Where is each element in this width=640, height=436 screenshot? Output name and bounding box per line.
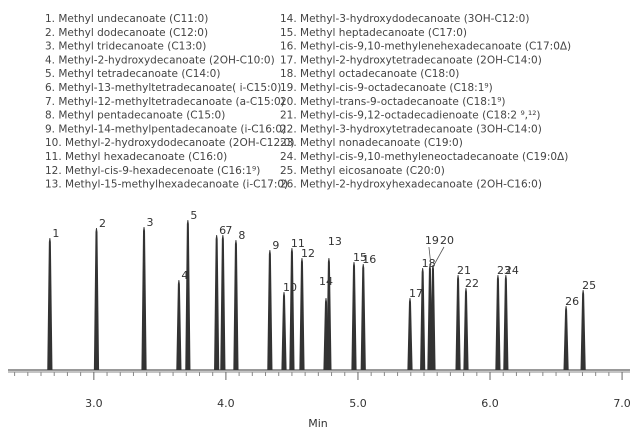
peak-label: 23 [497, 264, 511, 277]
peak-label: 18 [422, 257, 436, 270]
peak [176, 279, 182, 371]
compound-entry: 2. Methyl dodecanoate (C12:0) [45, 27, 208, 39]
peak-label: 9 [272, 239, 279, 252]
peak [299, 257, 305, 371]
compound-entry: 6. Methyl-13-methyltetradecanoate( i-C15… [45, 82, 281, 94]
x-tick-label: 6.0 [481, 397, 499, 410]
compound-entry: 4. Methyl-2-hydroxydecanoate (2OH-C10:0) [45, 54, 275, 66]
peak-label: 12 [301, 247, 315, 260]
peak-label: 3 [147, 216, 154, 229]
compound-entry: 11. Methyl hexadecanoate (C16:0) [45, 151, 227, 163]
peak [563, 305, 569, 371]
leader-line [433, 246, 445, 266]
peak-label: 7 [225, 224, 232, 237]
peak-label: 4 [181, 269, 188, 282]
peak [93, 227, 100, 371]
peak [503, 274, 509, 371]
compound-entry: 13. Methyl-15-methylhexadecanoate (i-C17… [45, 179, 288, 191]
x-tick-label: 7.0 [613, 397, 631, 410]
compound-entry: 5. Methyl tetradecanoate (C14:0) [45, 68, 220, 80]
compound-entry: 3. Methyl tridecanoate (C13:0) [45, 41, 206, 53]
compound-entry: 7. Methyl-12-methyltetradecanoate (a-C15… [45, 96, 285, 108]
compound-entry: 14. Methyl-3-hydroxydodecanoate (3OH-C12… [280, 13, 529, 25]
peak-label: 21 [457, 264, 471, 277]
peak [233, 239, 239, 371]
peak-label: 1 [52, 227, 59, 240]
x-tick-label: 5.0 [349, 397, 367, 410]
peak-label: 13 [328, 235, 342, 248]
peak [420, 267, 426, 371]
peak-label: 11 [291, 237, 305, 250]
peak-label: 26 [565, 295, 579, 308]
peak-label: 14 [319, 275, 333, 288]
peak-label: 24 [505, 264, 519, 277]
peak [463, 287, 469, 371]
peak [220, 234, 226, 371]
peak-label: 16 [362, 253, 376, 266]
compound-entry: 1. Methyl undecanoate (C11:0) [45, 13, 208, 25]
compound-entry: 18. Methyl octadecanoate (C18:0) [280, 68, 459, 80]
compound-entry: 26. Methyl-2-hydroxyhexadecanoate (2OH-C… [280, 179, 542, 191]
peak-label: 22 [465, 277, 479, 290]
peak-label: 20 [440, 234, 454, 247]
peak-label: 17 [409, 287, 423, 300]
peak [360, 263, 366, 371]
compound-entry: 24. Methyl-cis-9,10-methyleneoctadecanoa… [280, 151, 568, 163]
peak-label: 10 [283, 281, 297, 294]
peak [580, 289, 586, 371]
peak [455, 274, 461, 371]
compound-entry: 22. Methyl-3-hydroxytetradecanoate (3OH-… [280, 123, 542, 135]
peak-label: 2 [99, 217, 106, 230]
peak [185, 219, 191, 371]
peak [289, 247, 295, 371]
peak [214, 234, 220, 371]
peak [267, 249, 273, 371]
peak-label: 15 [353, 251, 367, 264]
peak [141, 226, 147, 371]
x-axis-label: Min [308, 417, 328, 430]
compound-entry: 17. Methyl-2-hydroxytetradecanoate (2OH-… [280, 54, 542, 66]
peak [351, 261, 357, 371]
peak [281, 291, 287, 371]
compound-entry: 12. Methyl-cis-9-hexadecenoate (C16:1⁹) [45, 165, 260, 177]
peak [495, 274, 501, 371]
peak [430, 264, 436, 371]
peak-label: 25 [582, 279, 596, 292]
compound-entry: 19. Methyl-cis-9-octadecanoate (C18:1⁹) [280, 82, 493, 94]
compound-entry: 15. Methyl heptadecanoate (C17:0) [280, 27, 467, 39]
compound-entry: 20. Methyl-trans-9-octadecanoate (C18:1⁹… [280, 96, 506, 108]
x-tick-label: 4.0 [217, 397, 235, 410]
compound-entry: 16. Methyl-cis-9,10-methylenehexadecanoa… [280, 41, 571, 53]
peak-label: 19 [425, 234, 439, 247]
peak [407, 297, 413, 371]
compound-entry: 23. Methyl nonadecanoate (C19:0) [280, 137, 463, 149]
peak [47, 237, 53, 371]
compound-entry: 25. Methyl eicosanoate (C20:0) [280, 165, 445, 177]
peak-label: 6 [219, 224, 226, 237]
compound-entry: 10. Methyl-2-hydroxydodecanoate (2OH-C12… [45, 137, 294, 149]
peak-label: 8 [238, 229, 245, 242]
compound-entry: 8. Methyl pentadecanoate (C15:0) [45, 110, 225, 122]
peak-label: 5 [190, 209, 197, 222]
peak [323, 297, 329, 371]
x-tick-label: 3.0 [85, 397, 103, 410]
leader-line [428, 246, 432, 266]
compound-entry: 9. Methyl-14-methylpentadecanoate (i-C16… [45, 123, 286, 135]
compound-entry: 21. Methyl-cis-9,12-octadecadienoate (C1… [280, 110, 541, 122]
